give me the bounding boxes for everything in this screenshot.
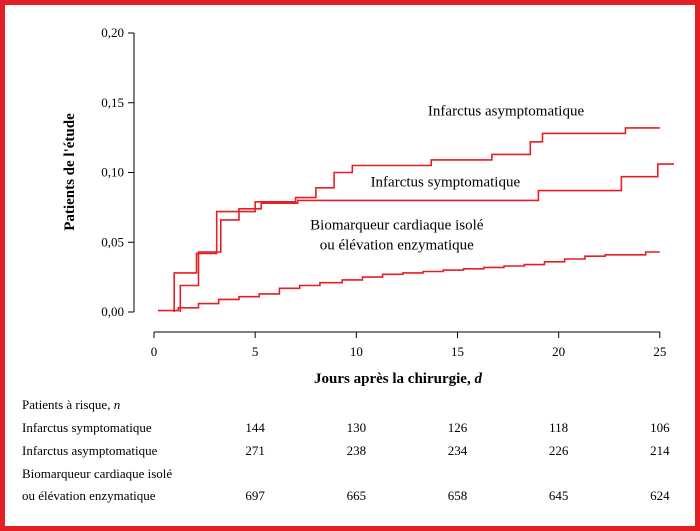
y-tick-label: 0,00 xyxy=(101,304,124,319)
risk-table-title-main: Patients à risque, xyxy=(22,397,114,412)
x-tick-label: 5 xyxy=(252,344,259,359)
series-line-infarctus-symptomatique xyxy=(179,163,674,312)
axes: 0,00 0,05 0,10 0,15 0,20 0 5 10 15 20 25 xyxy=(101,25,666,359)
x-axis-title-var: d xyxy=(474,371,482,387)
series-label-biomarqueur: Biomarqueur cardiaque isolé ou élévation … xyxy=(310,218,484,254)
risk-value: 106 xyxy=(650,420,670,435)
risk-value: 238 xyxy=(346,443,367,458)
y-tick-label: 0,15 xyxy=(101,95,124,110)
risk-value: 234 xyxy=(447,443,468,458)
series-labels: Infarctus asymptomatique Infarctus sympto… xyxy=(310,103,584,253)
series-label-line: ou élévation enzymatique xyxy=(320,238,474,254)
risk-value: 645 xyxy=(548,488,569,503)
series-label-infarctus-asymptomatique: Infarctus asymptomatique xyxy=(428,103,585,119)
risk-row-label: Infarctus symptomatique xyxy=(22,420,152,435)
risk-row-label: ou élévation enzymatique xyxy=(22,488,156,503)
series-line-infarctus-asymptomatique xyxy=(173,127,660,312)
series-lines xyxy=(158,127,674,312)
x-tick-label: 0 xyxy=(151,344,158,359)
series-label-line: Infarctus asymptomatique xyxy=(428,103,585,119)
series-label-line: Infarctus symptomatique xyxy=(371,174,521,190)
series-line-biomarqueur xyxy=(158,251,660,312)
risk-value: 658 xyxy=(447,488,468,503)
y-axis-title: Patients de l'étude xyxy=(62,113,78,231)
risk-value: 118 xyxy=(549,420,569,435)
x-tick-label: 25 xyxy=(653,344,666,359)
risk-value: 665 xyxy=(346,488,367,503)
risk-value: 697 xyxy=(245,488,265,503)
risk-table-title: Patients à risque, n xyxy=(22,397,120,413)
y-tick-label: 0,05 xyxy=(101,234,124,249)
risk-table-title-var: n xyxy=(113,397,121,412)
risk-row-label: Infarctus asymptomatique xyxy=(22,443,158,458)
risk-value: 624 xyxy=(650,488,670,503)
x-axis-title: Jours après la chirurgie, d xyxy=(314,371,482,387)
y-tick-label: 0,10 xyxy=(101,165,124,180)
y-tick-label: 0,20 xyxy=(101,25,124,40)
x-tick-label: 10 xyxy=(350,344,363,359)
risk-value: 226 xyxy=(548,443,569,458)
risk-value: 214 xyxy=(650,443,670,458)
x-tick-label: 20 xyxy=(552,344,565,359)
risk-value: 144 xyxy=(245,420,265,435)
x-tick-label: 15 xyxy=(451,344,464,359)
risk-row-label: Biomarqueur cardiaque isolé xyxy=(22,466,173,481)
series-label-infarctus-symptomatique: Infarctus symptomatique xyxy=(371,174,521,190)
risk-value: 271 xyxy=(245,443,265,458)
risk-value: 126 xyxy=(447,420,468,435)
x-axis-title-main: Jours après la chirurgie, xyxy=(314,371,474,387)
risk-value: 130 xyxy=(346,420,367,435)
series-label-line: Biomarqueur cardiaque isolé xyxy=(310,218,484,234)
